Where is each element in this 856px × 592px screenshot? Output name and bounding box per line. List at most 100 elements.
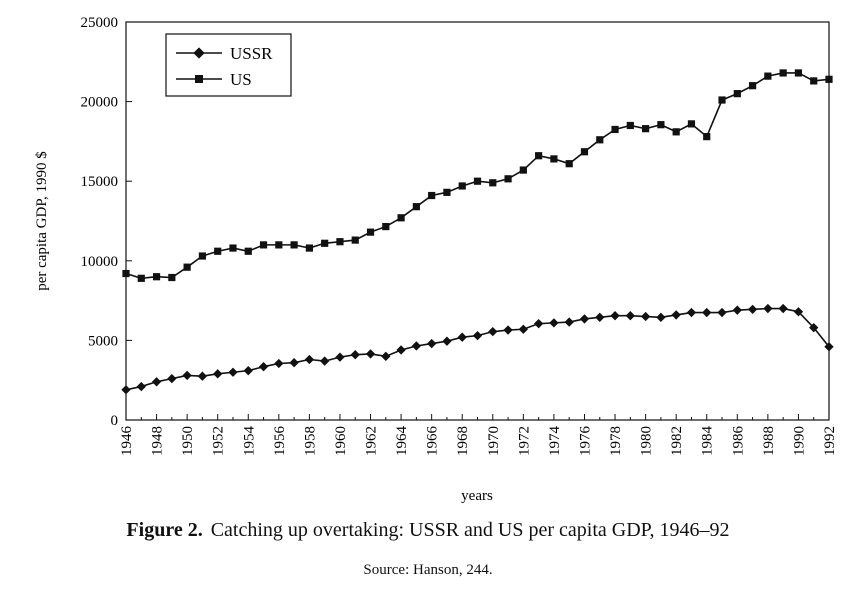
data-point-us [779,69,787,77]
legend: USSR US [165,33,292,97]
series-layer [121,69,834,395]
data-point-ussr [457,332,467,342]
data-point-us [122,269,130,278]
figure-caption: Figure 2. Catching up overtaking: USSR an… [0,519,856,542]
data-point-ussr [136,381,146,392]
data-point-us [428,191,436,200]
y-tick-label: 0 [111,413,119,429]
x-tick-label: 1972 [516,426,532,456]
figure-label: Figure 2. [126,519,203,541]
y-tick-label: 15000 [81,174,119,190]
data-point-us [733,90,741,98]
data-point-ussr [732,305,742,315]
plot-frame [125,21,830,421]
y-tick-label: 10000 [81,254,119,270]
data-point-ussr [182,370,192,381]
data-point-us [718,96,726,104]
x-tick-label: 1984 [700,426,716,457]
data-point-us [703,133,711,141]
data-point-us [764,72,772,80]
data-point-us [580,148,589,156]
data-point-us [275,241,283,249]
x-tick-label: 1968 [455,426,471,456]
data-point-ussr [579,314,590,324]
series-line-ussr [125,307,830,391]
data-point-us [168,273,176,282]
data-point-us [596,136,604,144]
figure-source: Source: Hanson, 244. [363,562,493,578]
data-point-ussr [656,312,666,322]
data-point-us [321,239,329,247]
data-point-us [504,175,512,183]
x-tick-label: 1990 [791,426,807,456]
y-tick-label: 20000 [81,95,119,111]
data-point-ussr [167,373,177,384]
data-point-ussr [411,341,422,351]
data-point-us [519,166,527,174]
legend-us-marker [195,75,203,83]
data-point-us [443,188,451,196]
data-point-us [687,120,696,128]
x-tick-label: 1976 [577,426,593,457]
data-point-ussr [228,367,238,377]
data-point-us [535,152,543,160]
data-point-ussr [258,362,269,372]
data-point-us [810,77,818,85]
data-point-us [259,241,268,249]
data-point-us [305,244,313,252]
data-point-ussr [151,377,162,387]
x-tick-label: 1978 [608,426,624,456]
x-tick-label: 1952 [211,426,227,456]
y-axis-label: per capita GDP, 1990 $ [34,151,50,291]
data-point-us [397,214,405,222]
data-point-ussr [793,307,804,317]
data-point-us [351,236,359,244]
figure-caption-text: Catching up overtaking: USSR and US per … [210,519,730,541]
data-point-us [214,247,222,255]
data-point-us [336,238,344,246]
x-tick-label: 1982 [669,426,685,456]
x-tick-label: 1964 [394,426,410,457]
data-point-ussr [702,307,712,318]
data-point-us [412,203,420,211]
data-point-ussr [686,307,697,318]
data-point-ussr [335,352,345,362]
data-point-ussr [747,304,758,315]
x-tick-label: 1946 [119,426,135,457]
data-point-ussr [472,330,483,341]
data-point-us [794,69,803,77]
x-tick-label: 1948 [150,426,166,456]
x-tick-label: 1992 [822,426,838,456]
y-tick-label: 25000 [81,15,119,31]
y-tick-labels: 0 5000 10000 15000 20000 25000 [81,15,119,429]
data-point-us [657,121,665,129]
data-point-ussr [809,322,819,333]
legend-box [165,33,292,97]
x-tick-label: 1988 [761,426,777,456]
data-point-us [183,263,191,271]
data-point-ussr [426,338,437,349]
data-point-ussr [274,358,284,369]
data-point-ussr [564,317,574,327]
data-point-ussr [350,350,360,360]
data-point-ussr [365,349,376,359]
x-tick-label: 1974 [547,426,563,457]
data-point-ussr [243,365,253,376]
data-point-ussr [442,336,452,346]
legend-us-label: US [230,70,252,89]
data-point-ussr [121,385,131,395]
data-point-us [198,252,207,260]
data-point-us [550,155,558,163]
data-point-us [825,75,833,83]
x-tick-label: 1950 [180,426,196,456]
data-point-ussr [503,325,513,335]
data-point-ussr [717,307,727,318]
data-point-us [152,273,161,281]
data-point-ussr [320,356,330,366]
legend-ussr-marker [193,47,205,59]
data-point-ussr [671,310,681,320]
x-tick-label: 1970 [486,426,502,456]
data-point-ussr [304,354,315,365]
x-tick-label: 1966 [425,426,441,457]
